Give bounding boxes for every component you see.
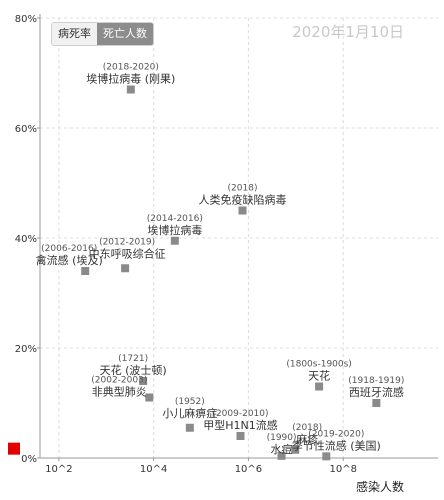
tab-deaths[interactable]: 死亡人数 [97, 23, 153, 45]
y-tick-label: 80% [15, 14, 37, 25]
data-point[interactable] [291, 445, 300, 454]
y-tick-label: 20% [15, 344, 37, 355]
point-year-label: (2014-2016) [147, 214, 203, 224]
date-label: 2020年1月10日 [292, 23, 404, 41]
y-tick-label: 60% [15, 124, 37, 135]
data-point[interactable] [277, 451, 286, 460]
point-name-label: 人类免疫缺陷病毒 [199, 193, 287, 207]
point-name-label: 禽流感 (埃及) [36, 253, 103, 267]
point-name-label: 小儿麻痹症 [162, 406, 217, 420]
point-name-label: 麻疹 [296, 432, 318, 446]
tab-case-fatality-rate[interactable]: 病死率 [52, 23, 97, 45]
data-point[interactable] [322, 452, 331, 461]
point-year-label: (1918-1919) [348, 376, 404, 386]
point-name-label: 埃博拉病毒 [147, 223, 202, 237]
x-tick-label: 10^4 [140, 464, 167, 475]
data-point[interactable] [121, 264, 130, 273]
point-year-label: (2019-2020) [308, 429, 364, 439]
highlight-point[interactable] [8, 442, 20, 455]
data-point[interactable] [81, 267, 90, 275]
point-year-label: (1952) [175, 397, 205, 407]
metric-toggle: 病死率 死亡人数 [51, 22, 154, 46]
point-year-label: (2002-2003) [91, 376, 147, 386]
data-point[interactable] [145, 393, 154, 402]
y-tick-label: 40% [15, 234, 37, 245]
point-name-label: 中东呼吸综合征 [89, 246, 166, 260]
data-point[interactable] [238, 206, 247, 215]
data-point[interactable] [315, 382, 324, 391]
point-year-label: (2012-2019) [99, 237, 155, 247]
data-point[interactable] [126, 85, 135, 94]
point-year-label: (2018) [292, 423, 322, 433]
point-year-label: (2009-2010) [212, 409, 268, 419]
x-tick-label: 10^2 [45, 464, 72, 475]
point-year-label: (1990) [267, 433, 297, 443]
data-point[interactable] [236, 432, 245, 440]
point-name-label: 西班牙流感 [349, 385, 404, 399]
data-point[interactable] [372, 399, 381, 407]
point-name-label: 天花 [308, 370, 330, 383]
point-name-label: 季节性流感 (美国) [292, 438, 381, 452]
x-axis-title: 感染人数 [356, 479, 404, 494]
data-point[interactable] [139, 377, 148, 385]
point-name-label: 埃博拉病毒 (刚果) [86, 72, 175, 86]
point-name-label: 甲型H1N1流感 [203, 418, 278, 432]
x-tick-label: 10^6 [235, 464, 262, 475]
x-tick-label: 10^8 [329, 464, 356, 475]
y-tick-label: 0% [21, 454, 37, 465]
point-year-label: (1721) [118, 354, 148, 364]
data-point[interactable] [170, 236, 179, 245]
point-name-label: 非典型肺炎 [92, 385, 147, 399]
point-year-label: (2006-2016) [41, 244, 97, 254]
point-name-label: 水痘 [271, 442, 293, 456]
point-year-label: (2018-2020) [103, 63, 159, 73]
data-point[interactable] [185, 423, 194, 432]
point-year-label: (1800s-1900s) [286, 360, 351, 370]
point-year-label: (2018) [228, 184, 258, 194]
point-name-label: 天花 (波士顿) [100, 363, 167, 377]
